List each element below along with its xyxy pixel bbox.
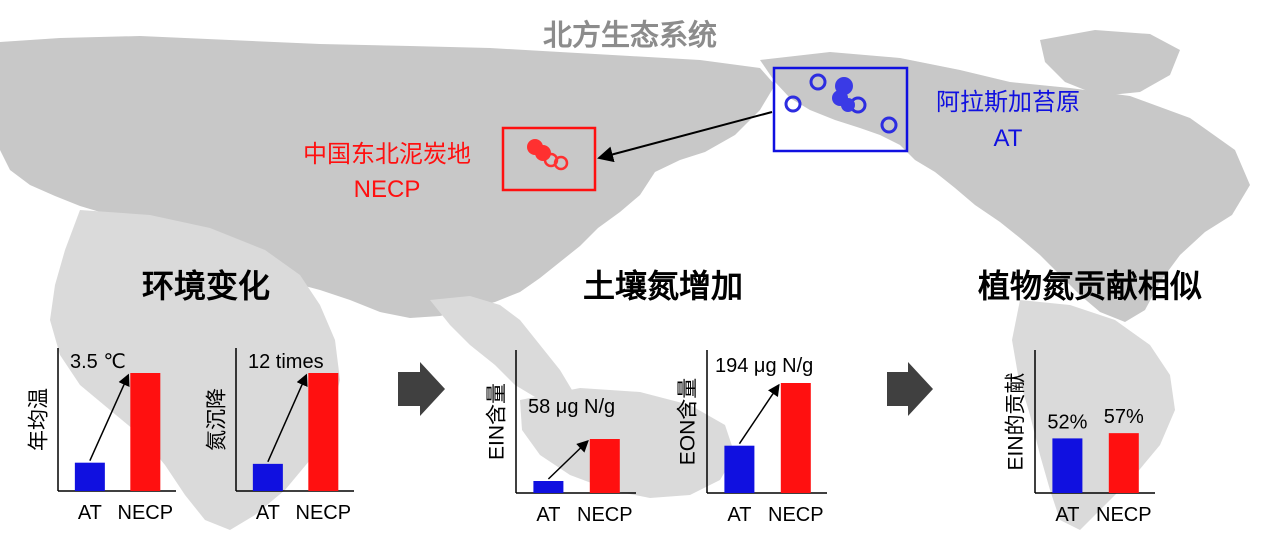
category-label: NECP [1096, 504, 1152, 526]
bar-chart-4: EON含量 AT NECP 194 μg N/g [677, 350, 827, 526]
increase-arrow [547, 439, 589, 480]
y-axis-label: 年均温 [28, 388, 51, 451]
at-site-marker [784, 95, 802, 113]
at-site-marker [841, 98, 855, 112]
necp-site-cluster [527, 139, 551, 161]
bar-chart-3: EIN含量 AT NECP 58 μg N/g [486, 350, 636, 526]
category-label: AT [727, 504, 751, 526]
bar-charts: 年均温 AT NECP 3.5 ℃ 氮沉降 AT NECP 12 times EIN含量 AT NE… [28, 348, 1155, 526]
bar-necp [130, 373, 161, 491]
bar-necp [1108, 433, 1139, 493]
y-axis-label: EON含量 [677, 378, 700, 466]
bar-at [533, 481, 564, 493]
increase-arrow [738, 383, 780, 445]
y-axis-label: EIN含量 [486, 383, 509, 460]
bar-at [724, 445, 755, 493]
diagram-title: 北方生态系统 [543, 18, 717, 52]
increase-arrow [89, 373, 130, 461]
data-label: 57% [1104, 406, 1144, 428]
landmass-greenland [1040, 30, 1180, 96]
at-region: 阿拉斯加苔原 AT [772, 66, 1080, 153]
section-heading-soil: 土壤氮增加 [583, 268, 743, 304]
chart-annotation: 58 μg N/g [528, 396, 615, 418]
at-site-cluster [832, 77, 855, 112]
at-region-name: 阿拉斯加苔原 [936, 89, 1080, 116]
bar-necp [308, 373, 339, 491]
necp-site-markers [543, 152, 569, 171]
chart-annotation: 12 times [248, 351, 324, 373]
world-map [0, 30, 1250, 530]
category-label: AT [78, 502, 102, 524]
bar-necp [589, 439, 620, 493]
bar-at [252, 463, 283, 491]
flow-arrow-2 [887, 362, 933, 416]
landmass-south-america [1012, 300, 1175, 530]
bar-at [74, 462, 105, 491]
landmass-south-asia [430, 296, 575, 410]
landmass-africa [50, 210, 340, 530]
necp-region-name: 中国东北泥炭地 [303, 141, 471, 168]
chart-annotation: 3.5 ℃ [70, 351, 126, 373]
y-axis-label: 氮沉降 [206, 388, 229, 451]
bar-chart-1: 年均温 AT NECP 3.5 ℃ [28, 348, 176, 524]
necp-region-box [501, 126, 597, 192]
data-label: 52% [1047, 411, 1087, 433]
category-label: NECP [577, 504, 633, 526]
category-label: AT [1055, 504, 1079, 526]
landmass-australia [520, 388, 735, 498]
necp-region: 中国东北泥炭地 NECP [303, 126, 597, 203]
at-to-necp-arrow [597, 111, 773, 163]
category-label: NECP [768, 504, 824, 526]
at-site-marker [809, 73, 827, 91]
landmass-eurasia [0, 36, 775, 318]
bar-chart-5: EIN的贡献 AT 52% NECP 57% [1005, 350, 1155, 526]
necp-site-marker [535, 145, 551, 161]
at-region-abbr: AT [994, 125, 1023, 152]
necp-site-marker [553, 155, 569, 171]
bar-chart-2: 氮沉降 AT NECP 12 times [206, 348, 354, 524]
necp-region-abbr: NECP [354, 176, 421, 203]
category-label: NECP [118, 502, 174, 524]
increase-arrow [267, 373, 308, 463]
at-region-box [772, 66, 909, 153]
bar-necp [780, 383, 811, 493]
category-label: NECP [296, 502, 352, 524]
category-label: AT [256, 502, 280, 524]
y-axis-label: EIN的贡献 [1005, 372, 1028, 470]
landmass-north-america [760, 52, 1250, 322]
at-site-marker [880, 116, 898, 134]
section-heading-env: 环境变化 [142, 268, 270, 304]
category-label: AT [536, 504, 560, 526]
bar-at [1052, 438, 1083, 493]
flow-arrow-1 [398, 362, 445, 416]
section-heading-plant: 植物氮贡献相似 [978, 268, 1202, 304]
chart-annotation: 194 μg N/g [715, 355, 813, 377]
